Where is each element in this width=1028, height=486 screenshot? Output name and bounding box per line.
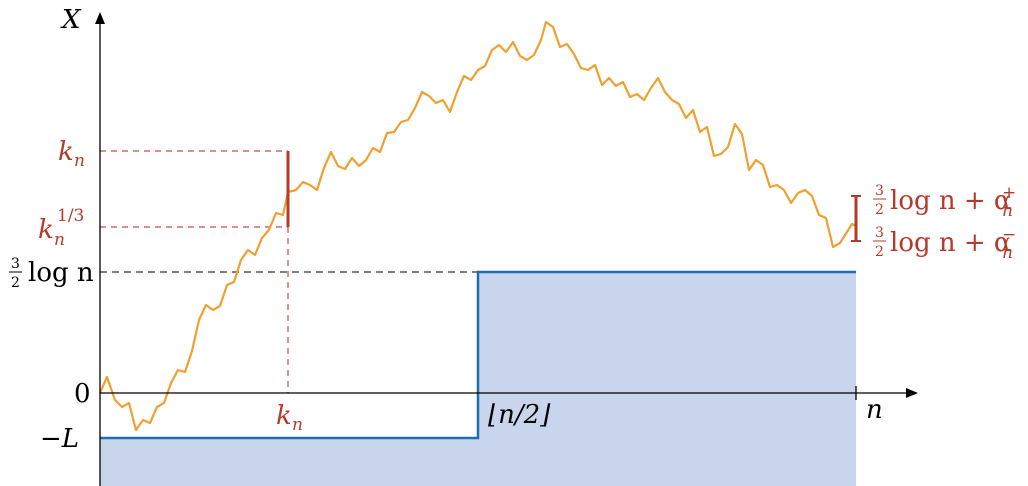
svg-text:n: n <box>292 415 303 435</box>
y-label-neg-L: −L <box>40 424 79 454</box>
svg-text:n: n <box>54 230 65 250</box>
x-label-half-n: ⌊n/2⌋ <box>488 400 551 430</box>
y-label-zero: 0 <box>74 379 91 409</box>
svg-text:2: 2 <box>11 275 20 291</box>
barrier-line <box>100 270 856 440</box>
svg-text:+: + <box>1002 183 1016 203</box>
x-axis-arrow <box>906 388 918 398</box>
y-label-k-n-third: k n 1/3 <box>38 206 84 250</box>
svg-text:1/3: 1/3 <box>57 206 84 226</box>
svg-text:log n + α: log n + α <box>890 228 1012 258</box>
svg-text:n: n <box>74 151 85 171</box>
svg-text:n: n <box>1002 201 1013 221</box>
svg-text:2: 2 <box>875 202 884 218</box>
svg-text:3: 3 <box>875 225 884 241</box>
svg-text:3: 3 <box>11 256 20 272</box>
svg-text:log n + α: log n + α <box>890 186 1012 216</box>
svg-text:2: 2 <box>875 244 884 260</box>
svg-text:k: k <box>58 137 74 167</box>
svg-text:3: 3 <box>875 183 884 199</box>
y-label-log-n: 3 2 log n <box>9 256 94 291</box>
svg-text:k: k <box>38 215 54 245</box>
right-label-upper: 3 2 log n + α + n <box>873 183 1016 221</box>
svg-text:n: n <box>1002 243 1013 263</box>
random-walk-path <box>98 20 857 432</box>
y-axis-arrow <box>95 12 105 24</box>
x-axis-label: n <box>866 395 883 425</box>
svg-text:k: k <box>276 401 292 431</box>
svg-text:log n: log n <box>28 258 94 288</box>
region-lower <box>100 438 478 486</box>
y-axis-label: X <box>60 5 82 35</box>
right-label-lower: 3 2 log n + α − n <box>873 225 1016 263</box>
svg-text:−: − <box>1002 225 1016 245</box>
y-label-k-n: k n <box>58 137 85 171</box>
x-label-k-n: k n <box>276 401 303 435</box>
region-upper <box>478 272 856 486</box>
